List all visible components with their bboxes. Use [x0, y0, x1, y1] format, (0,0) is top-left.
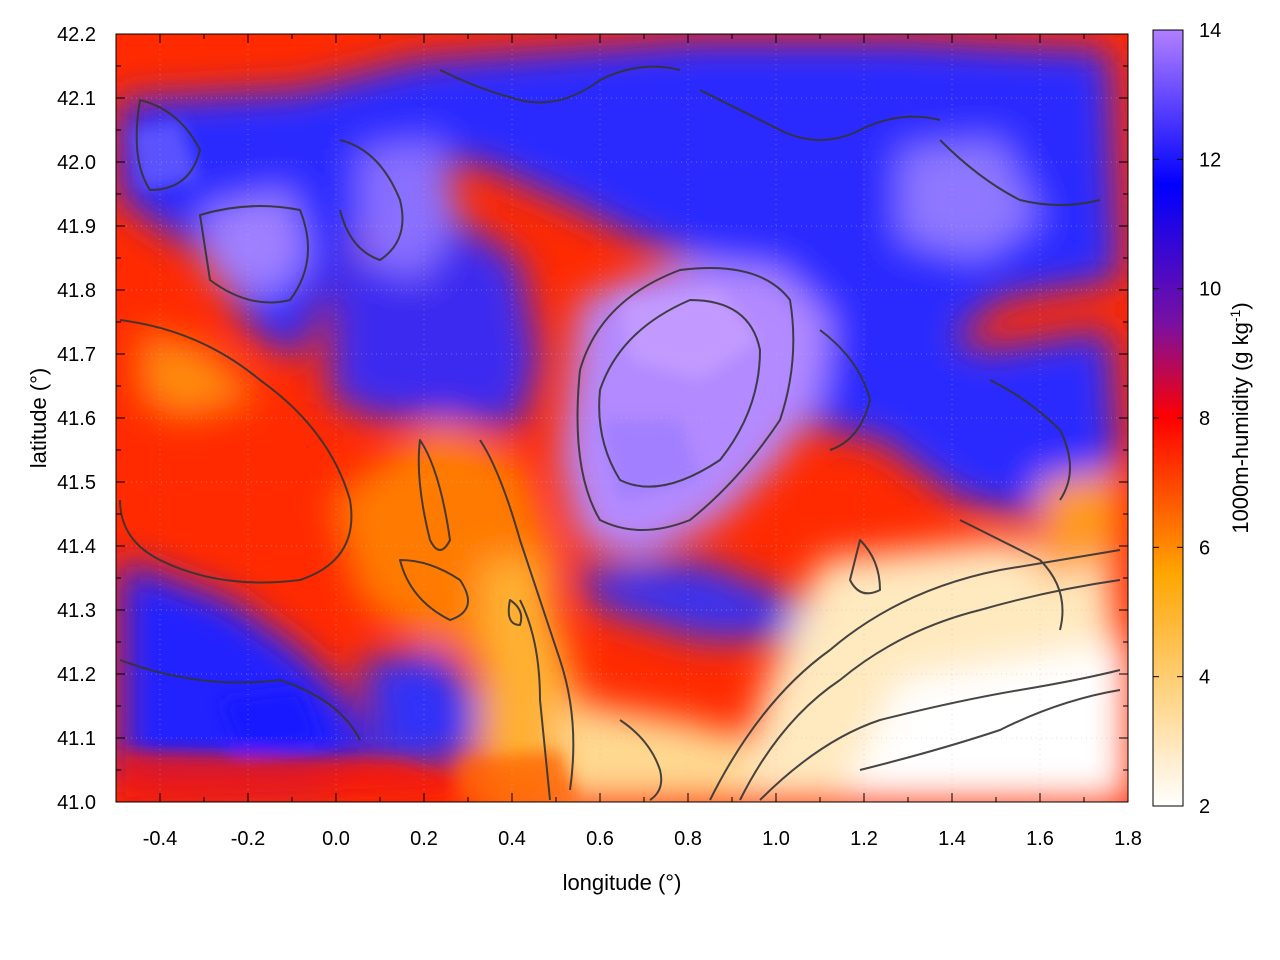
humidity-heatmap [116, 34, 1128, 802]
x-tick-label: 1.8 [1114, 828, 1142, 850]
y-axis: 41.0 41.1 41.2 41.3 41.4 41.5 41.6 41.7 41.8 41.9… [57, 24, 1128, 814]
x-tick-label: -0.4 [143, 828, 177, 850]
x-tick-label: 1.2 [850, 828, 878, 850]
colorbar-label: 1000m-humidity (g kg-1) [1227, 302, 1253, 533]
colorbar: 2 4 6 8 10 12 14 [1152, 20, 1221, 818]
y-tick-label: 41.1 [57, 728, 96, 750]
colorbar-label-main: 1000m-humidity (g kg [1228, 322, 1253, 534]
x-tick-label: 0.2 [410, 828, 438, 850]
x-tick-label: 0.0 [322, 828, 350, 850]
y-tick-label: 41.2 [57, 664, 96, 686]
y-tick-label: 42.2 [57, 24, 96, 46]
y-tick-label: 41.5 [57, 472, 96, 494]
x-tick-label: 1.0 [762, 828, 790, 850]
x-tick-label: -0.2 [231, 828, 265, 850]
colorbar-ticks: 2 4 6 8 10 12 14 [1153, 20, 1221, 818]
x-tick-label: 0.6 [586, 828, 614, 850]
colorbar-tick-label: 14 [1199, 20, 1221, 42]
y-tick-label: 42.0 [57, 152, 96, 174]
colorbar-tick-label: 2 [1199, 796, 1210, 818]
y-tick-label: 42.1 [57, 88, 96, 110]
x-tick-label: 1.4 [938, 828, 966, 850]
colorbar-label-end: ) [1228, 302, 1253, 309]
x-tick-label: 1.6 [1026, 828, 1054, 850]
x-tick-label: 0.8 [674, 828, 702, 850]
y-tick-label: 41.8 [57, 280, 96, 302]
x-axis-label: longitude (°) [563, 870, 682, 895]
y-tick-label: 41.6 [57, 408, 96, 430]
x-tick-label: 0.4 [498, 828, 526, 850]
y-axis-label: latitude (°) [26, 368, 51, 469]
colorbar-label-exponent: -1 [1227, 309, 1243, 322]
y-tick-label: 41.7 [57, 344, 96, 366]
contour-lines [119, 65, 1121, 801]
colorbar-tick-label: 8 [1199, 408, 1210, 430]
y-tick-label: 41.9 [57, 216, 96, 238]
colorbar-tick-label: 12 [1199, 149, 1221, 171]
colorbar-tick-label: 6 [1199, 537, 1210, 559]
y-tick-label: 41.3 [57, 600, 96, 622]
y-tick-label: 41.4 [57, 536, 96, 558]
colorbar-tick-label: 10 [1199, 279, 1221, 301]
y-tick-label: 41.0 [57, 792, 96, 814]
plot-grid [116, 34, 1128, 802]
colorbar-tick-label: 4 [1199, 667, 1210, 689]
x-axis: -0.4 -0.2 0.0 0.2 0.4 0.6 0.8 1.0 1.2 1.4 1.6 1.8 [115, 34, 1142, 850]
